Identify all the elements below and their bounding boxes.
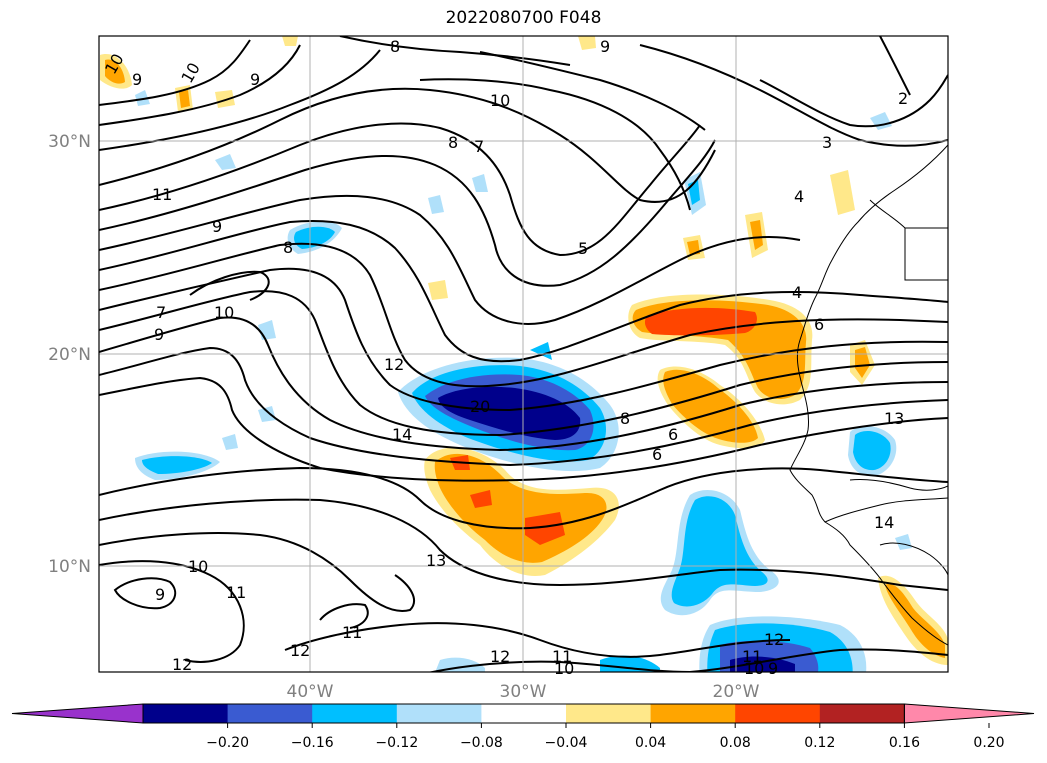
positive-anomaly-spots <box>100 36 855 300</box>
contour-label: 14 <box>874 513 894 532</box>
colorbar: −0.20 −0.16 −0.12 −0.08 −0.04 0.04 0.08 0.12 0.1… <box>11 703 1035 751</box>
contour-label: 8 <box>390 37 400 56</box>
lat-label-20n: 20°N <box>48 345 91 365</box>
contour-label: 7 <box>156 303 166 322</box>
contour-label: 4 <box>794 187 804 206</box>
contour-label: 6 <box>814 315 824 334</box>
map-frame <box>98 35 949 673</box>
colorbar-segment <box>735 704 821 723</box>
lon-label-30w: 30°W <box>500 682 547 702</box>
contour-label: 11 <box>152 185 172 204</box>
colorbar-extend-low <box>11 703 144 724</box>
contour-label: 10 <box>214 303 234 322</box>
map-title: 2022080700 F048 <box>445 8 602 28</box>
contour-label: 9 <box>154 325 164 344</box>
contour-label: 12 <box>290 641 310 660</box>
contour-label: 12 <box>764 630 784 649</box>
contour-label: 2 <box>898 89 908 108</box>
contour-label: 12 <box>172 655 192 674</box>
contour-label: 4 <box>792 283 802 302</box>
contour-label: 9 <box>250 70 260 89</box>
contour-label: 9 <box>212 217 222 236</box>
negative-anomaly-central <box>398 342 619 472</box>
colorbar-segment <box>481 704 567 723</box>
contour-label: 11 <box>742 647 762 666</box>
contour-label: 8 <box>283 238 293 257</box>
contour-label: 6 <box>668 425 678 444</box>
contour-label: 9 <box>155 585 165 604</box>
contour-label: 3 <box>822 133 832 152</box>
latitude-labels: 30°N 20°N 10°N <box>48 132 91 577</box>
colorbar-segment <box>396 704 482 723</box>
colorbar-tick-label: 0.08 <box>720 735 751 751</box>
contour-label: 10 <box>188 557 208 576</box>
contour-label: 11 <box>226 583 246 602</box>
colorbar-segment <box>819 704 905 723</box>
colorbar-tick-label: −0.12 <box>375 735 418 751</box>
colorbar-segment <box>227 704 313 723</box>
colorbar-tick-label: 0.12 <box>804 735 835 751</box>
contour-label: 10 <box>744 659 764 678</box>
contour-label: 8 <box>620 409 630 428</box>
colorbar-tick-label: −0.04 <box>545 735 588 751</box>
contour-label: 5 <box>578 239 588 258</box>
contour-label: 9 <box>600 37 610 56</box>
contour-label: 9 <box>768 659 778 678</box>
contour-label: 6 <box>652 445 662 464</box>
lat-label-10n: 10°N <box>48 557 91 577</box>
contour-label: 20 <box>470 397 490 416</box>
contour-label: 10 <box>554 659 574 678</box>
contour-label: 7 <box>474 137 484 156</box>
colorbar-tick-label: 0.20 <box>973 735 1004 751</box>
colorbar-outline <box>142 703 905 724</box>
colorbar-tick-label: −0.20 <box>206 735 249 751</box>
colorbar-segment <box>566 704 652 723</box>
longitude-labels: 40°W 30°W 20°W <box>287 682 760 702</box>
colorbar-tick-label: 0.04 <box>635 735 666 751</box>
lat-label-30n: 30°N <box>48 132 91 152</box>
contour-label: 13 <box>426 551 446 570</box>
colorbar-extend-high <box>903 703 1035 724</box>
lon-label-40w: 40°W <box>287 682 334 702</box>
contour-label: 10 <box>490 91 510 110</box>
contour-label: 12 <box>490 647 510 666</box>
contour-label: 8 <box>448 133 458 152</box>
contour-lines <box>99 36 948 672</box>
contour-label: 14 <box>392 425 412 444</box>
contour-label: 11 <box>552 647 572 666</box>
graticule <box>99 36 948 672</box>
colorbar-segment <box>143 704 229 723</box>
coastline <box>789 144 948 646</box>
contour-label: 11 <box>342 623 362 642</box>
contour-label: 13 <box>884 409 904 428</box>
contour-label: 9 <box>132 70 142 89</box>
negative-anomaly-southeast <box>600 426 897 672</box>
colorbar-tick-label: −0.16 <box>291 735 334 751</box>
colorbar-tick-label: 0.16 <box>889 735 920 751</box>
colorbar-tick-label: −0.08 <box>460 735 503 751</box>
colorbar-segment <box>312 704 398 723</box>
colorbar-segment <box>650 704 736 723</box>
contour-label: 12 <box>384 355 404 374</box>
lon-label-20w: 20°W <box>713 682 760 702</box>
